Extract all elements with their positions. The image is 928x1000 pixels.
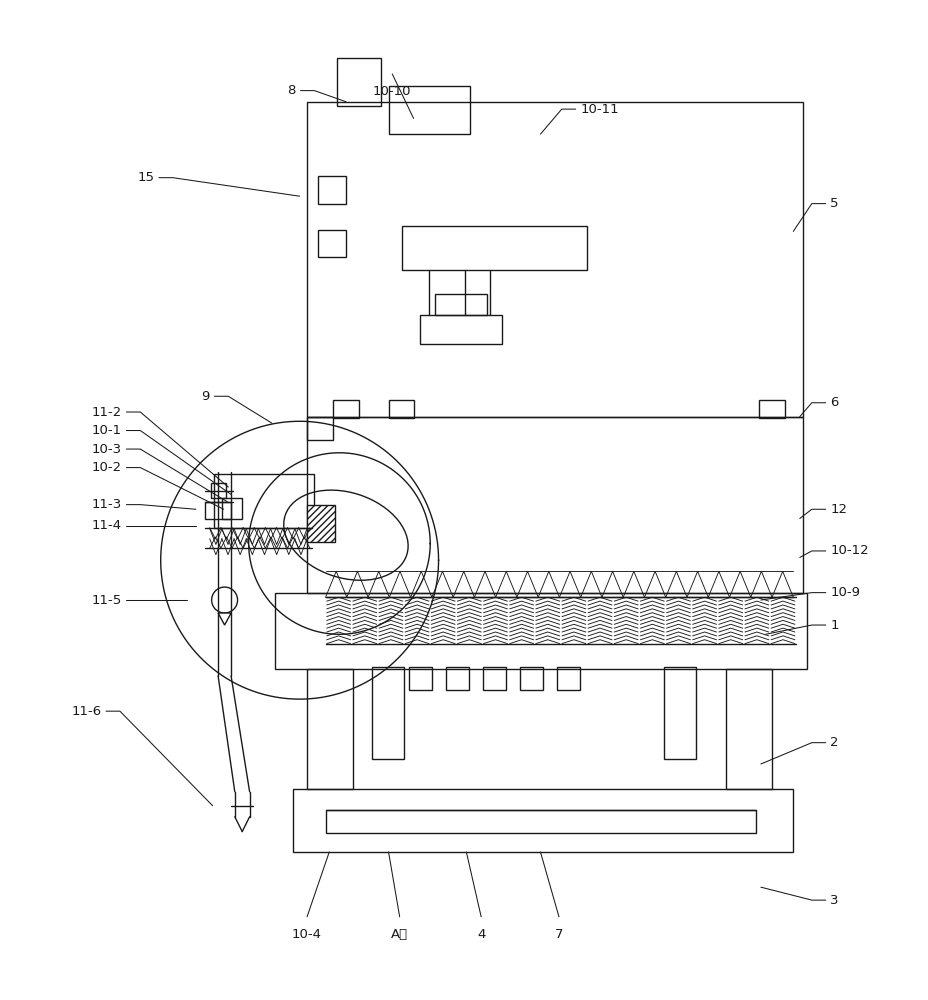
Text: 5: 5	[830, 197, 838, 210]
Bar	[275, 593, 806, 669]
Text: 11-2: 11-2	[92, 406, 122, 419]
Bar	[758, 400, 784, 418]
Bar	[520, 667, 543, 690]
Text: 15: 15	[137, 171, 154, 184]
Text: 10-1: 10-1	[92, 424, 122, 437]
Text: 11-6: 11-6	[71, 705, 101, 718]
Bar	[725, 669, 771, 789]
Text: 10-4: 10-4	[291, 928, 322, 941]
Bar	[307, 669, 353, 789]
Text: 3: 3	[830, 894, 838, 907]
Bar	[325, 810, 755, 833]
Bar	[371, 667, 404, 759]
Text: 10-3: 10-3	[92, 443, 122, 456]
Bar	[307, 417, 332, 440]
Polygon shape	[218, 613, 231, 625]
Bar	[434, 294, 486, 315]
Bar	[663, 667, 695, 759]
Text: 10-9: 10-9	[830, 586, 859, 599]
Text: 12: 12	[830, 503, 846, 516]
Text: 11-4: 11-4	[92, 519, 122, 532]
Bar	[408, 667, 432, 690]
Text: 4: 4	[476, 928, 484, 941]
Bar	[401, 226, 586, 270]
Bar	[307, 505, 334, 542]
Text: 11-3: 11-3	[92, 498, 122, 511]
Text: 10-12: 10-12	[830, 544, 868, 557]
Bar	[211, 483, 226, 498]
Text: 9: 9	[201, 390, 210, 403]
Bar	[388, 400, 414, 418]
Text: 8: 8	[288, 84, 296, 97]
Bar	[419, 315, 501, 344]
Bar	[205, 502, 231, 519]
Bar	[307, 102, 802, 417]
Text: 11-5: 11-5	[92, 594, 122, 607]
Bar	[222, 498, 242, 519]
Text: A部: A部	[391, 928, 407, 941]
Text: 10-11: 10-11	[580, 103, 618, 116]
Text: 2: 2	[830, 736, 838, 749]
Bar	[332, 400, 358, 418]
Bar	[388, 86, 470, 134]
Bar	[445, 667, 469, 690]
Bar	[336, 58, 380, 106]
Bar	[293, 789, 793, 852]
Text: 10-2: 10-2	[92, 461, 122, 474]
Text: 6: 6	[830, 396, 838, 409]
Bar	[557, 667, 580, 690]
Text: 1: 1	[830, 619, 838, 632]
Text: 7: 7	[554, 928, 562, 941]
Bar	[483, 667, 506, 690]
Bar	[214, 474, 314, 528]
Text: 10-10: 10-10	[373, 85, 411, 98]
Bar	[317, 230, 345, 257]
Bar	[317, 176, 345, 204]
Bar	[307, 417, 802, 593]
